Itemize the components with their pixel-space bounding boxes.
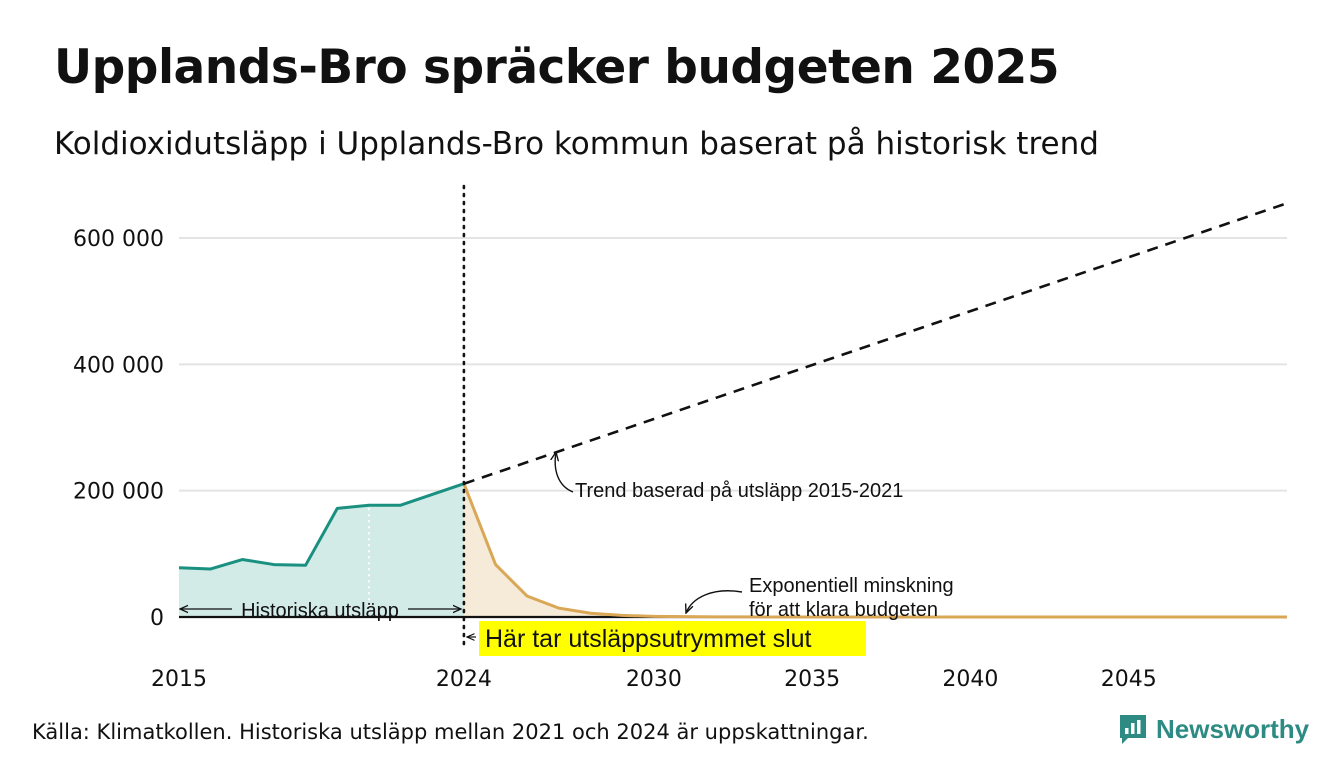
x-tick-label-1: 2024	[436, 667, 492, 692]
y-tick-label-3: 600 000	[73, 227, 164, 252]
trend-annotation-arrow	[555, 452, 574, 493]
page-subtitle: Koldioxidutsläpp i Upplands-Bro kommun b…	[54, 126, 1099, 162]
y-tick-label-0: 0	[150, 606, 164, 631]
x-tick-label-4: 2040	[942, 667, 998, 692]
exp-annotation-line1: Exponentiell minskning	[749, 575, 954, 597]
historical-annotation-label: Historiska utsläpp	[241, 600, 399, 622]
historical-line	[178, 482, 465, 571]
y-tick-label-1: 200 000	[73, 480, 164, 505]
x-tick-label-5: 2045	[1101, 667, 1157, 692]
page-title: Upplands-Bro spräcker budgeten 2025	[54, 40, 1060, 95]
budget-line	[462, 483, 1287, 619]
source-note: Källa: Klimatkollen. Historiska utsläpp …	[32, 720, 869, 744]
budget-end-label: Här tar utsläppsutrymmet slut	[485, 625, 812, 653]
exp-annotation-arrow	[686, 590, 743, 613]
x-tick-label-3: 2035	[784, 667, 840, 692]
exp-annotation-line2: för att klara budgeten	[749, 599, 938, 621]
trend-annotation-label: Trend baserad på utsläpp 2015-2021	[575, 480, 903, 502]
newsworthy-icon	[1120, 715, 1146, 744]
historical-area	[179, 483, 464, 617]
budget-end-highlight	[479, 621, 866, 656]
budget-area	[463, 483, 1287, 617]
brand-logo: Newsworthy	[1118, 713, 1309, 745]
y-tick-label-2: 400 000	[73, 353, 164, 378]
brand-name: Newsworthy	[1156, 713, 1310, 744]
trend-line	[463, 202, 1288, 485]
x-tick-label-2: 2030	[626, 667, 682, 692]
x-tick-label-0: 2015	[151, 667, 207, 692]
